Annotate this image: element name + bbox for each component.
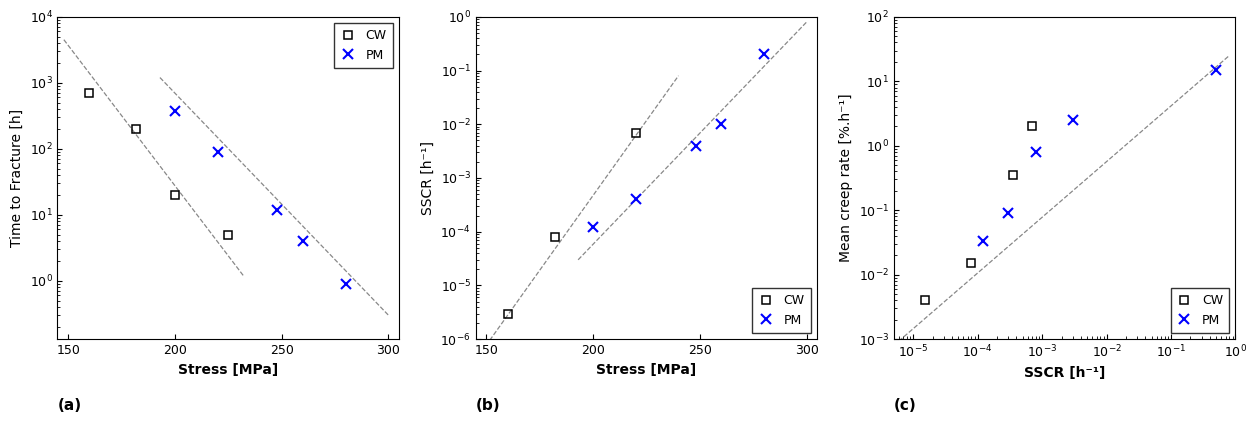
CW (964, 261, 979, 266)
PM (1028, 149, 1043, 154)
CW (547, 234, 562, 240)
CW (167, 192, 182, 198)
Line: PM: PM (171, 106, 351, 288)
Legend: CW, PM: CW, PM (334, 23, 393, 68)
Line: CW: CW (504, 129, 640, 317)
Text: (c): (c) (894, 398, 916, 413)
PM (688, 143, 703, 148)
Legend: CW, PM: CW, PM (753, 288, 811, 333)
Line: CW: CW (920, 123, 1036, 304)
PM (338, 281, 353, 286)
PM (586, 225, 601, 230)
Y-axis label: SSCR [h⁻¹]: SSCR [h⁻¹] (421, 141, 435, 215)
PM (1066, 117, 1081, 123)
Line: CW: CW (85, 89, 233, 238)
Text: (b): (b) (475, 398, 500, 413)
Line: PM: PM (588, 50, 768, 232)
PM (167, 108, 182, 113)
PM (1001, 211, 1016, 216)
Line: PM: PM (978, 65, 1221, 246)
PM (295, 238, 310, 243)
PM (975, 239, 991, 244)
PM (628, 197, 644, 202)
PM (1208, 67, 1223, 73)
CW (221, 232, 236, 237)
PM (270, 207, 285, 212)
X-axis label: Stress [MPa]: Stress [MPa] (596, 363, 696, 377)
Y-axis label: Mean creep rate [%.h⁻¹]: Mean creep rate [%.h⁻¹] (840, 94, 854, 262)
CW (1024, 124, 1040, 129)
Y-axis label: Time to Fracture [h]: Time to Fracture [h] (10, 109, 24, 247)
X-axis label: SSCR [h⁻¹]: SSCR [h⁻¹] (1024, 366, 1105, 380)
CW (82, 90, 97, 95)
PM (757, 52, 772, 57)
CW (129, 126, 145, 131)
CW (500, 311, 515, 316)
X-axis label: Stress [MPa]: Stress [MPa] (178, 363, 278, 377)
PM (210, 149, 225, 154)
Legend: CW, PM: CW, PM (1170, 288, 1229, 333)
Text: (a): (a) (58, 398, 82, 413)
CW (918, 298, 933, 303)
CW (628, 130, 644, 135)
CW (1006, 173, 1021, 178)
PM (714, 122, 729, 127)
